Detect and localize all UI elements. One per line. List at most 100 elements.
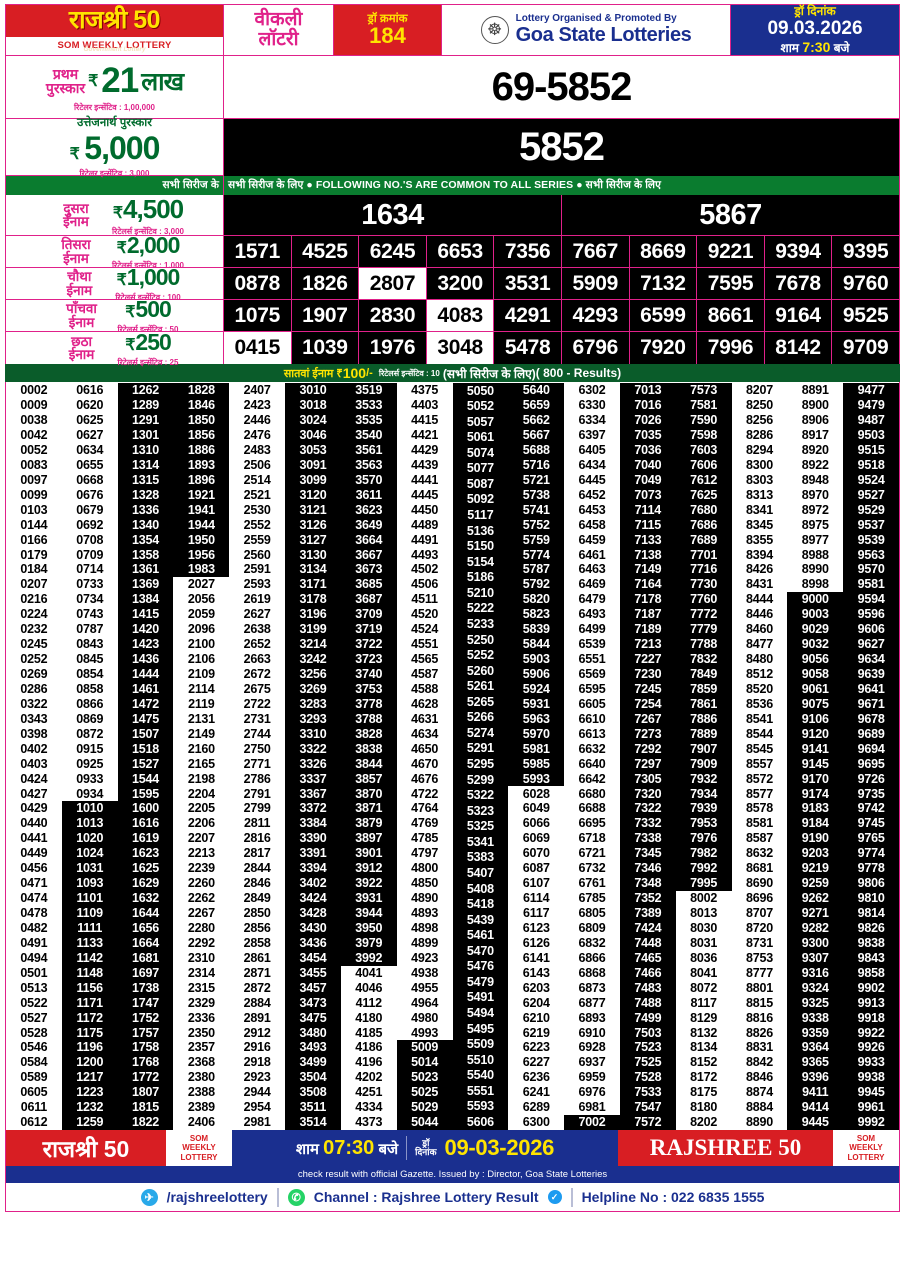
- prize-number-cell: 2830: [359, 300, 427, 331]
- grid-number-cell: 8696: [731, 890, 788, 906]
- whatsapp-icon[interactable]: ✆: [287, 1188, 305, 1206]
- grid-number-cell: 2059: [173, 607, 230, 622]
- grid-number-cell: 2483: [229, 442, 286, 458]
- grid-number-cell: 0589: [6, 1070, 62, 1086]
- second-prize-block: दुसरा ईनाम ₹4,500 रिटेलर्स इन्सेंटिव : 3,…: [6, 194, 223, 236]
- grid-number-cell: 1758: [117, 1040, 174, 1056]
- grid-number-cell: 8988: [787, 547, 844, 563]
- grid-number-cell: 8446: [731, 607, 788, 622]
- grid-number-cell: 4502: [396, 562, 453, 578]
- seventh-prize-label: सातवां ईनाम ₹: [283, 367, 343, 380]
- grid-number-cell: 3871: [340, 801, 397, 817]
- grid-number-cell: 7982: [675, 846, 732, 861]
- footer-divider: [570, 1187, 573, 1207]
- grid-number-cell: 6632: [564, 741, 620, 757]
- grid-number-cell: 6452: [564, 487, 620, 503]
- whatsapp-channel[interactable]: Channel : Rajshree Lottery Result: [313, 1189, 539, 1205]
- grid-number-cell: 2315: [173, 980, 230, 996]
- grid-number-cell: 2799: [229, 801, 286, 817]
- grid-column: 7573 7581 7590 7598 7603 7606 7612 7625 7680 7686…: [675, 383, 732, 1130]
- grid-number-cell: 2884: [229, 995, 286, 1011]
- grid-number-cell: 6143: [508, 965, 565, 981]
- grid-number-cell: 3499: [285, 1055, 341, 1071]
- grid-number-cell: 3535: [340, 412, 397, 428]
- grid-number-cell: 8536: [731, 696, 788, 712]
- grid-number-cell: 0482: [6, 920, 62, 936]
- prize-number-cell: 1976: [359, 332, 427, 364]
- grid-number-cell: 9537: [843, 517, 899, 533]
- grid-number-cell: 6493: [564, 607, 620, 622]
- grid-number-cell: 7701: [675, 547, 732, 563]
- grid-number-cell: 1289: [117, 397, 174, 413]
- grid-number-cell: 2916: [229, 1040, 286, 1056]
- grid-number-cell: 3326: [285, 756, 341, 772]
- grid-number-cell: 8815: [731, 995, 788, 1011]
- grid-number-cell: 6695: [564, 816, 620, 832]
- grid-number-cell: 6721: [564, 846, 620, 861]
- seventh-prize-incentive: रिटेलर्स इन्सेंटिव : 10: [378, 368, 440, 378]
- grid-number-cell: 7230: [619, 666, 676, 682]
- draw-date-value: 09.03.2026: [767, 18, 863, 40]
- grid-number-cell: 8002: [675, 890, 732, 906]
- grid-number-cell: 4634: [396, 726, 453, 742]
- grid-number-cell: 9324: [787, 980, 844, 996]
- grid-number-cell: 6479: [564, 592, 620, 608]
- grid-number-cell: 1420: [117, 622, 174, 637]
- grid-number-cell: 9774: [843, 846, 899, 861]
- grid-number-cell: 5009: [396, 1040, 453, 1056]
- grid-number-cell: 1109: [61, 905, 118, 921]
- grid-number-cell: 2357: [173, 1040, 230, 1056]
- prize-number-cell: 7920: [630, 332, 698, 364]
- grid-number-cell: 5509: [452, 1036, 509, 1053]
- grid-number-cell: 9307: [787, 950, 844, 966]
- grid-number-cell: 6459: [564, 532, 620, 548]
- grid-number-cell: 2406: [173, 1114, 230, 1130]
- grid-number-cell: 4506: [396, 577, 453, 593]
- seventh-prize-grid: 0002 0009 0038 0042 0052 0083 0097 0099 0103 0144…: [5, 382, 900, 1130]
- grid-number-cell: 6241: [508, 1085, 565, 1100]
- grid-number-cell: 4196: [340, 1055, 397, 1071]
- grid-number-cell: 4898: [396, 920, 453, 936]
- grid-number-cell: 5029: [396, 1100, 453, 1115]
- grid-number-cell: 1896: [173, 472, 230, 488]
- grid-number-cell: 1259: [61, 1114, 118, 1130]
- grid-number-cell: 9300: [787, 935, 844, 951]
- grid-number-cell: 6893: [564, 1010, 620, 1026]
- grid-number-cell: 4524: [396, 622, 453, 637]
- grid-number-cell: 7322: [619, 801, 676, 817]
- grid-number-cell: 1340: [117, 517, 174, 533]
- grid-number-cell: 3018: [285, 397, 341, 413]
- consolation-title: उत्तेजनार्थ पुरस्कार: [77, 117, 152, 129]
- prize-number-cell: 9221: [697, 236, 765, 267]
- grid-number-cell: 8030: [675, 920, 732, 936]
- grid-number-cell: 8444: [731, 592, 788, 608]
- grid-number-cell: 9810: [843, 890, 899, 906]
- grid-number-cell: 3723: [340, 651, 397, 667]
- telegram-handle[interactable]: /rajshreelottery: [166, 1189, 268, 1205]
- grid-number-cell: 8972: [787, 502, 844, 518]
- grid-number-cell: 3402: [285, 875, 341, 891]
- grid-number-cell: 9742: [843, 801, 899, 817]
- telegram-icon[interactable]: ✈: [140, 1188, 158, 1206]
- grid-number-cell: 6463: [564, 562, 620, 578]
- fifth-prize-block: पाँचवा ईनाम ₹500 रिटेलर्स इन्सेंटिव : 50: [6, 296, 223, 334]
- grid-number-cell: 3922: [340, 875, 397, 891]
- grid-number-cell: 4421: [396, 427, 453, 443]
- grid-number-cell: 6141: [508, 950, 565, 966]
- grid-number-cell: 9000: [787, 592, 844, 608]
- grid-number-cell: 8906: [787, 412, 844, 428]
- grid-number-cell: 5491: [452, 989, 509, 1006]
- grid-number-cell: 9945: [843, 1085, 899, 1100]
- grid-number-cell: 7533: [619, 1085, 676, 1100]
- grid-number-cell: 6126: [508, 935, 565, 951]
- grid-number-cell: 3533: [340, 397, 397, 413]
- grid-number-cell: 9316: [787, 965, 844, 981]
- prize-number-cell: 6599: [630, 300, 698, 331]
- grid-number-cell: 9029: [787, 622, 844, 637]
- grid-number-cell: 4587: [396, 666, 453, 682]
- grid-number-cell: 2560: [229, 547, 286, 563]
- grid-number-cell: 9639: [843, 666, 899, 682]
- grid-number-cell: 9487: [843, 412, 899, 428]
- grid-number-cell: 7187: [619, 607, 676, 622]
- grid-number-cell: 1196: [61, 1040, 118, 1056]
